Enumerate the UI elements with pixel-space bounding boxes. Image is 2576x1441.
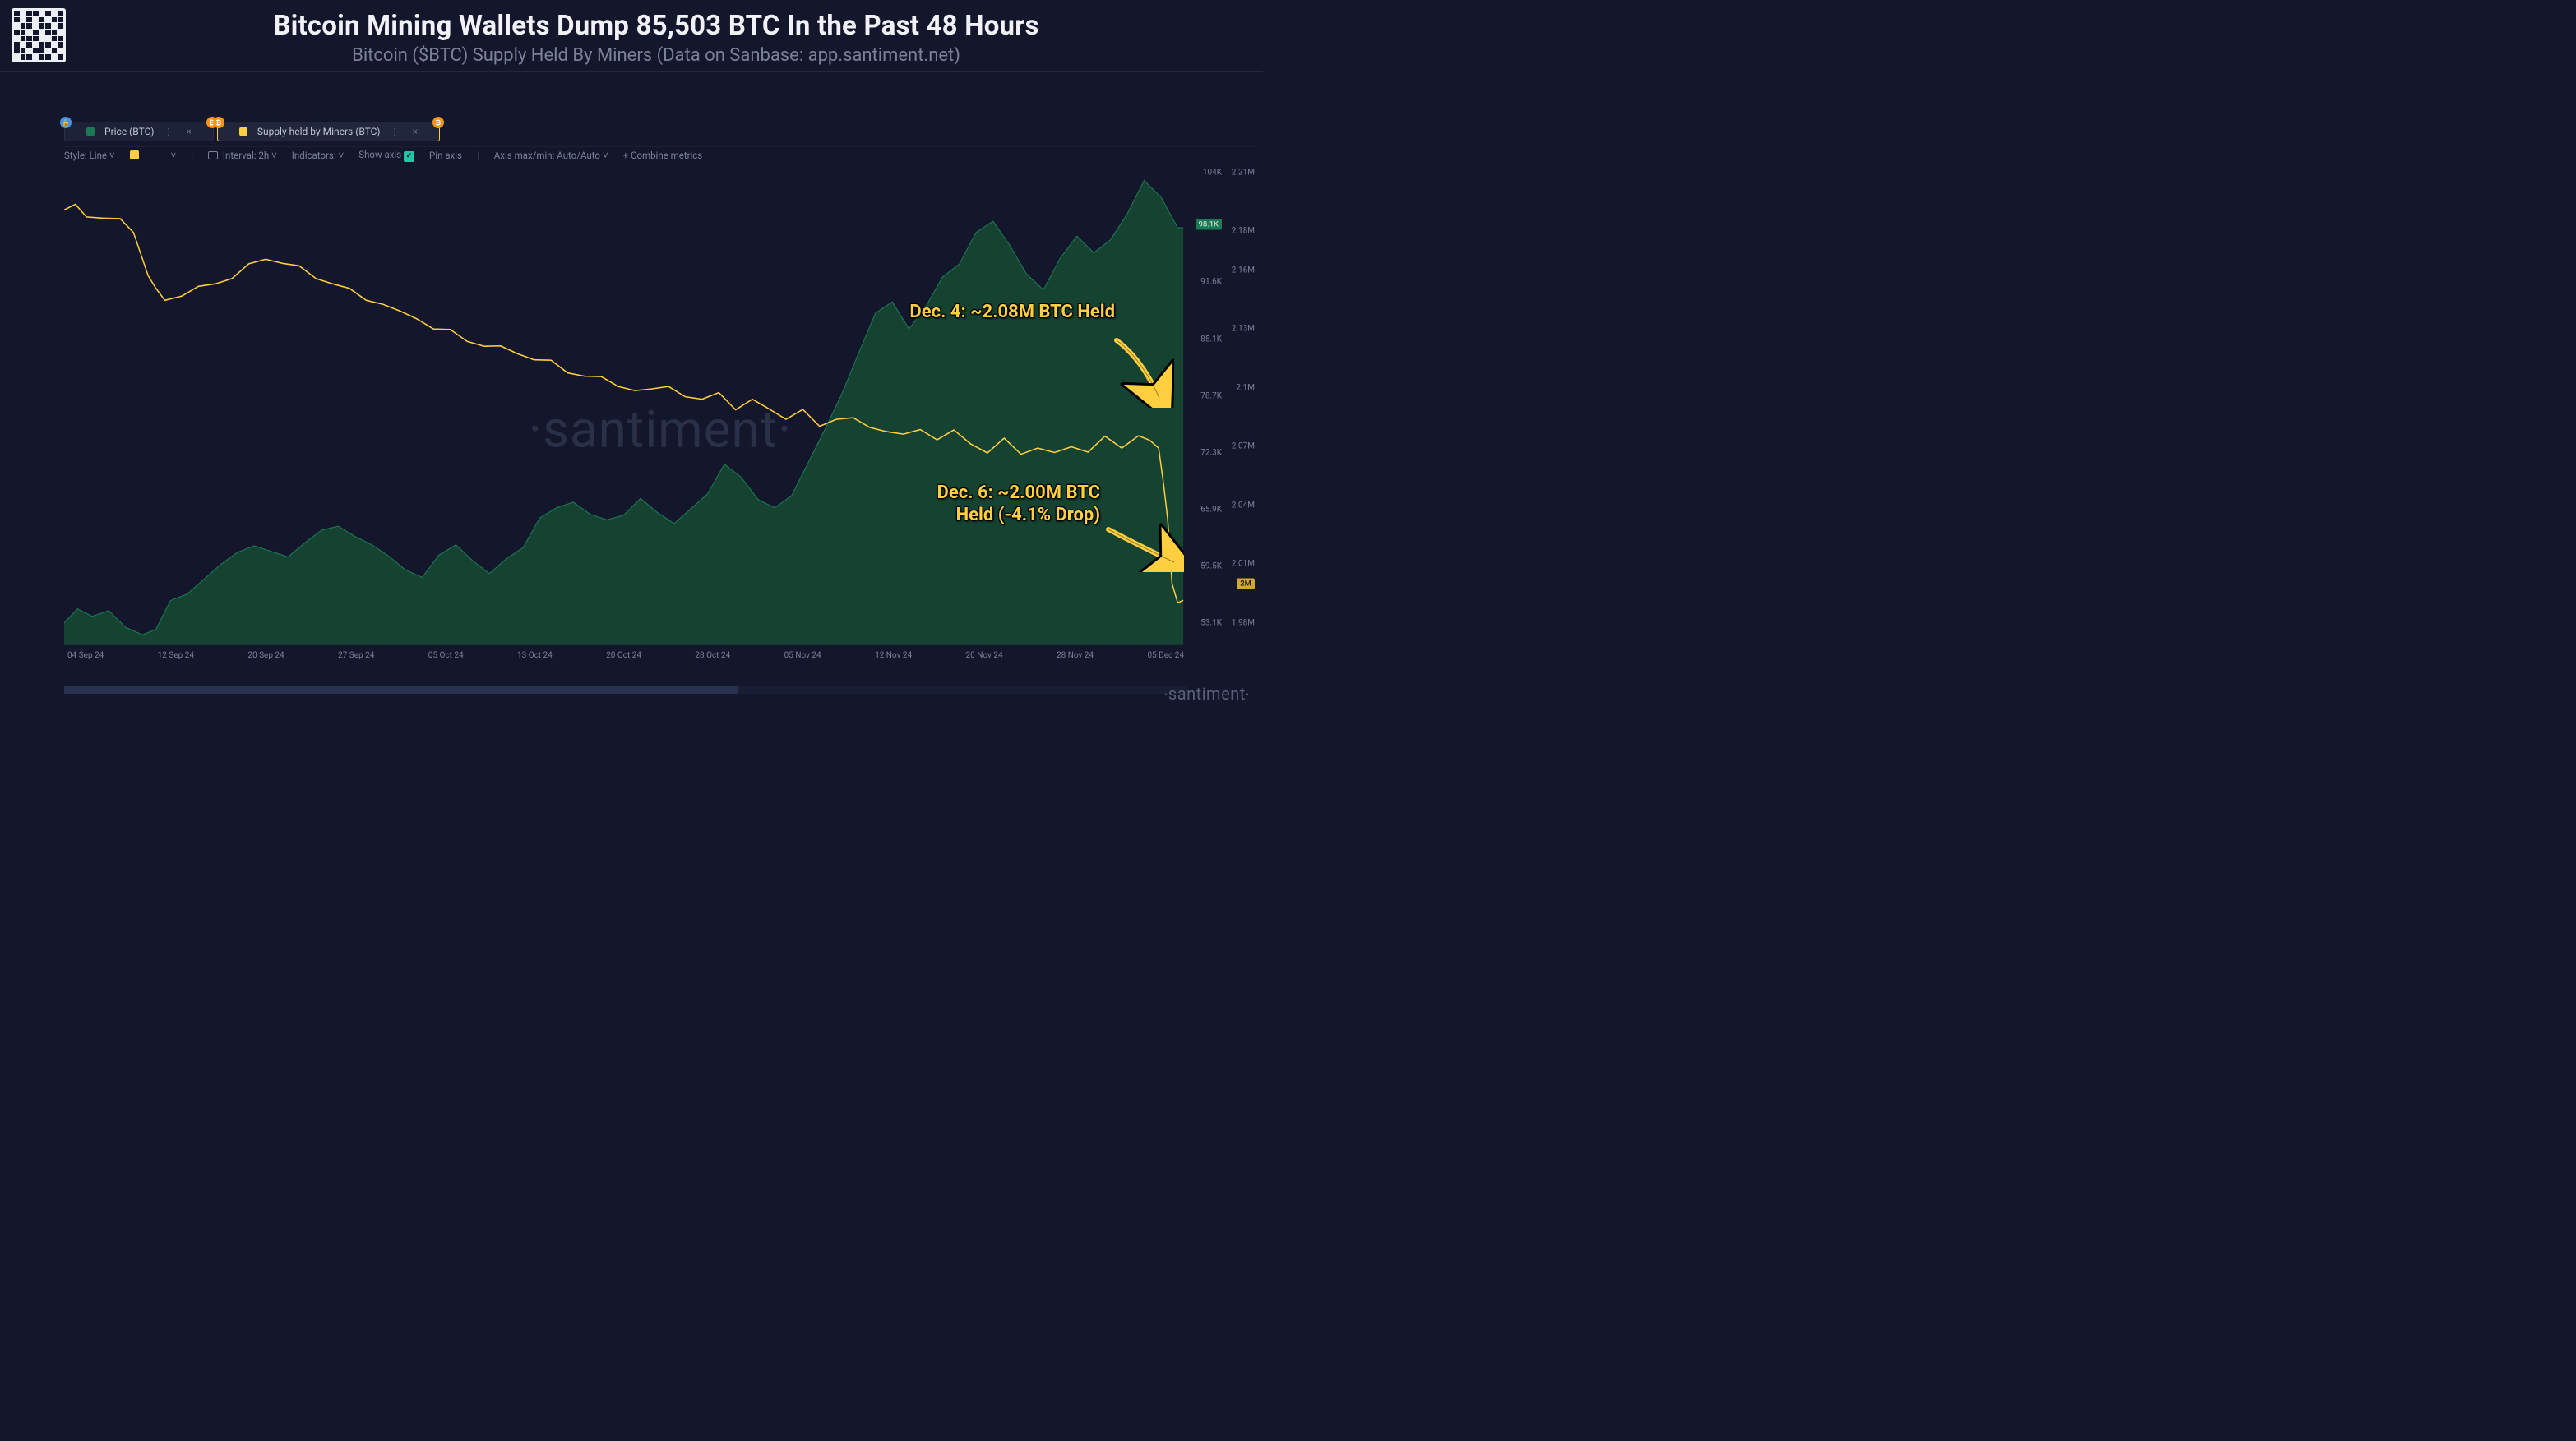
color-swatch bbox=[239, 127, 247, 136]
brand-logo-footer: ·santiment· bbox=[1164, 684, 1250, 704]
metric-tab-price[interactable]: 🔒 Price (BTC) ⋮ × ₿ bbox=[64, 122, 214, 141]
page-title: Bitcoin Mining Wallets Dump 85,503 BTC I… bbox=[66, 10, 1246, 42]
more-icon[interactable]: ⋮ bbox=[164, 127, 173, 137]
arrow-icon bbox=[1102, 515, 1184, 572]
style-selector[interactable]: Style: Line ˅ bbox=[64, 150, 115, 161]
series-color-swatch[interactable] bbox=[130, 150, 139, 159]
y-axis-price: 104K98.1K91.6K85.1K78.7K72.3K65.9K59.5K5… bbox=[1191, 169, 1223, 648]
annotation-dec4: Dec. 4: ~2.08M BTC Held bbox=[909, 301, 1115, 324]
chart-canvas[interactable]: ·santiment· 104K98.1K91.6K85.1K78.7K72.3… bbox=[64, 169, 1256, 671]
metric-tab-label: Price (BTC) bbox=[104, 126, 154, 137]
lock-icon: 🔒 bbox=[60, 117, 72, 128]
more-icon[interactable]: ⋮ bbox=[390, 127, 399, 137]
metric-tab-label: Supply held by Miners (BTC) bbox=[257, 126, 381, 137]
chart-container: 🔒 Price (BTC) ⋮ × ₿ ₿ Supply held by Min… bbox=[64, 122, 1256, 681]
chart-toolbar: Style: Line ˅ ˅ | Interval: 2h ˅ Indicat… bbox=[64, 146, 1256, 164]
show-axis-toggle[interactable]: Show axis ✓ bbox=[358, 149, 414, 162]
y-axis-supply: 2.21M2.18M2.16M2.13M2.1M2.07M2.04M2.01M2… bbox=[1223, 169, 1256, 648]
close-icon[interactable]: × bbox=[412, 126, 417, 137]
metric-tabs: 🔒 Price (BTC) ⋮ × ₿ ₿ Supply held by Min… bbox=[64, 122, 1256, 141]
header: Bitcoin Mining Wallets Dump 85,503 BTC I… bbox=[0, 0, 1263, 72]
btc-icon: ₿ bbox=[432, 117, 444, 128]
time-scrubber[interactable] bbox=[64, 686, 1187, 694]
annotation-dec6: Dec. 6: ~2.00M BTC Held (-4.1% Drop) bbox=[937, 482, 1100, 527]
check-icon: ✓ bbox=[404, 151, 414, 162]
color-swatch bbox=[86, 127, 95, 136]
interval-selector[interactable]: Interval: 2h ˅ bbox=[208, 150, 277, 161]
metric-tab-supply[interactable]: ₿ Supply held by Miners (BTC) ⋮ × ₿ bbox=[217, 122, 440, 141]
arrow-icon bbox=[1108, 334, 1174, 408]
pin-axis-toggle[interactable]: Pin axis bbox=[429, 150, 462, 161]
combine-metrics-button[interactable]: + Combine metrics bbox=[623, 150, 703, 161]
qr-code bbox=[12, 8, 66, 62]
page-subtitle: Bitcoin ($BTC) Supply Held By Miners (Da… bbox=[66, 45, 1246, 66]
interval-icon bbox=[208, 151, 218, 159]
btc-icon: ₿ bbox=[213, 117, 224, 128]
x-axis: 04 Sep 2412 Sep 2420 Sep 2427 Sep 2405 O… bbox=[64, 651, 1187, 664]
close-icon[interactable]: × bbox=[186, 126, 191, 137]
indicators-selector[interactable]: Indicators: ˅ bbox=[292, 150, 344, 161]
axis-minmax-selector[interactable]: Axis max/min: Auto/Auto ˅ bbox=[494, 150, 608, 161]
